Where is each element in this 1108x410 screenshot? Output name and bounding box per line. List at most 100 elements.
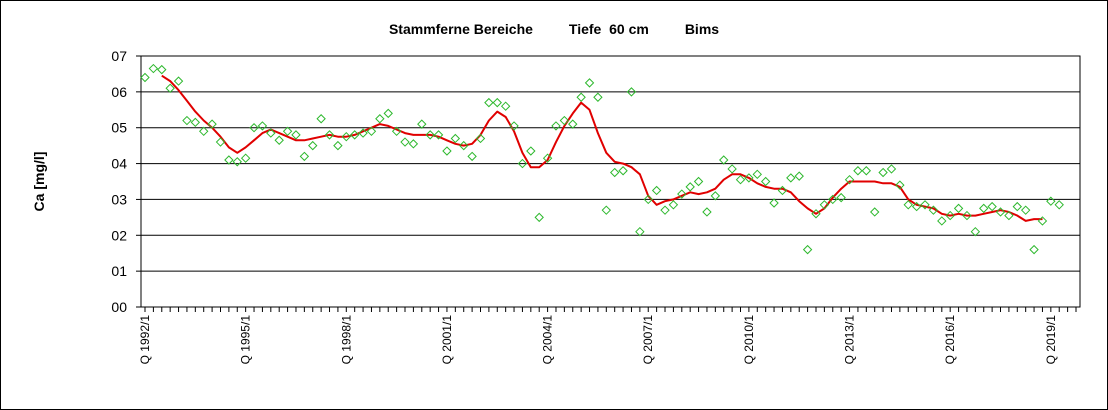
data-point xyxy=(475,133,486,144)
data-point xyxy=(165,83,175,93)
data-point xyxy=(559,115,570,126)
data-point xyxy=(836,192,846,203)
data-point xyxy=(576,92,586,102)
y-tick-label: 06 xyxy=(111,84,127,100)
data-point xyxy=(249,123,259,133)
data-point xyxy=(1029,244,1039,255)
data-point xyxy=(257,121,268,131)
data-point xyxy=(886,164,897,174)
data-point xyxy=(618,166,628,176)
data-point xyxy=(157,64,167,75)
data-point xyxy=(920,200,930,210)
data-point xyxy=(727,164,737,174)
data-point xyxy=(358,128,368,138)
data-point xyxy=(626,87,637,97)
data-point xyxy=(593,92,603,102)
data-point xyxy=(911,201,922,212)
data-point xyxy=(609,167,620,178)
data-point xyxy=(979,203,989,214)
data-point xyxy=(148,63,159,74)
data-point xyxy=(450,133,461,144)
data-point xyxy=(760,176,771,187)
data-point xyxy=(492,97,502,108)
data-point xyxy=(341,131,352,142)
data-point xyxy=(274,135,284,145)
data-point xyxy=(928,205,939,215)
data-point xyxy=(651,185,662,196)
data-point xyxy=(484,97,494,108)
data-point xyxy=(869,207,880,217)
data-point xyxy=(643,194,653,205)
data-point xyxy=(542,153,553,163)
x-tick-label: Q 2001/1 xyxy=(440,315,454,365)
data-point xyxy=(442,146,452,156)
x-axis: Q 1992/1 Q 1995/1 Q 1998/1 Q 2001/1 Q 2004/1… xyxy=(138,307,1077,365)
data-point xyxy=(417,119,427,129)
data-point xyxy=(509,121,519,131)
data-point xyxy=(693,176,704,187)
data-point xyxy=(467,151,477,162)
data-point xyxy=(1037,216,1048,226)
data-point xyxy=(266,128,276,138)
data-point xyxy=(190,117,201,128)
x-tick-label: Q 2010/1 xyxy=(742,315,756,365)
data-point xyxy=(526,146,536,156)
data-point xyxy=(400,137,410,147)
data-point xyxy=(1054,200,1064,210)
data-point xyxy=(953,203,964,214)
data-point xyxy=(568,119,578,129)
data-point xyxy=(433,130,444,140)
data-point xyxy=(199,126,209,137)
data-point xyxy=(660,205,670,215)
data-point xyxy=(735,175,746,185)
data-point xyxy=(324,130,335,140)
scatter-layer xyxy=(140,63,1064,255)
data-point xyxy=(819,200,830,210)
data-point xyxy=(173,76,184,86)
data-point xyxy=(1012,201,1022,212)
data-point xyxy=(685,182,695,192)
x-tick-label: Q 1992/1 xyxy=(138,315,152,365)
data-point xyxy=(903,200,913,210)
data-point xyxy=(140,72,150,83)
data-point xyxy=(987,201,997,212)
data-point xyxy=(391,126,402,137)
data-point xyxy=(853,166,863,176)
data-point xyxy=(802,244,813,255)
y-tick-label: 05 xyxy=(111,120,127,136)
data-point xyxy=(425,130,435,140)
data-point xyxy=(308,140,318,151)
y-axis-label: Ca [mg/l] xyxy=(31,152,47,212)
grid-layer xyxy=(141,91,1080,272)
data-point xyxy=(375,114,385,124)
data-point xyxy=(635,226,645,237)
title-site: Bims xyxy=(684,21,720,37)
data-point xyxy=(182,115,192,126)
y-axis: 00 01 02 03 04 05 06 07 xyxy=(111,48,141,315)
data-point xyxy=(333,140,343,151)
x-tick-label: Q 2019/1 xyxy=(1044,315,1058,365)
data-point xyxy=(232,157,242,167)
data-point xyxy=(408,139,419,149)
chart-title: Stammferne Bereiche Tiefe 60 cm Bims xyxy=(0,21,1108,37)
data-point xyxy=(769,198,779,208)
data-point xyxy=(207,119,217,129)
y-tick-label: 03 xyxy=(111,191,127,207)
x-tick-label: Q 2016/1 xyxy=(943,315,957,365)
data-point xyxy=(937,216,947,226)
data-point xyxy=(291,130,301,140)
data-point xyxy=(995,207,1006,217)
data-point xyxy=(551,121,561,131)
data-point xyxy=(828,194,838,205)
data-point xyxy=(584,78,595,88)
data-point xyxy=(945,210,955,221)
data-point xyxy=(517,158,528,169)
data-point xyxy=(744,173,754,183)
plot-area xyxy=(140,55,1081,308)
y-tick-label: 00 xyxy=(111,299,127,315)
data-point xyxy=(970,226,981,237)
data-point xyxy=(668,200,679,210)
x-tick-label: Q 2007/1 xyxy=(641,315,655,365)
data-point xyxy=(962,210,972,221)
